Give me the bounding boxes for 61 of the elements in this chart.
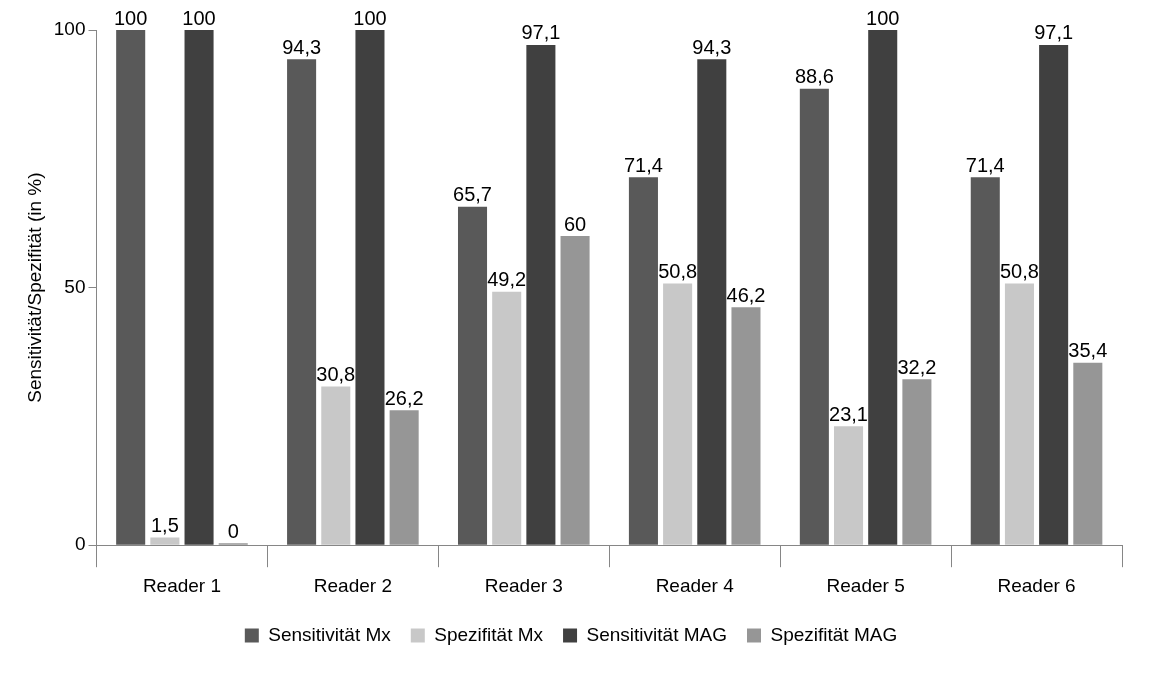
bar — [526, 44, 556, 545]
bar — [868, 30, 898, 545]
x-tick-label: Reader 3 — [484, 574, 563, 596]
data-label: 94,3 — [282, 35, 322, 58]
data-label: 1,5 — [150, 513, 179, 536]
x-tick-label: Reader 6 — [997, 574, 1076, 596]
data-label: 23,1 — [829, 402, 868, 425]
data-label: 100 — [114, 6, 148, 29]
legend-label: Sensitivität MAG — [586, 623, 727, 645]
data-label: 97,1 — [1034, 21, 1074, 44]
data-label: 100 — [182, 6, 216, 29]
data-label: 50,8 — [999, 259, 1039, 282]
x-tick-label: Reader 2 — [313, 574, 392, 596]
y-tick-label: 100 — [53, 18, 86, 40]
bar — [697, 59, 727, 545]
data-label: 30,8 — [316, 363, 356, 386]
data-label: 46,2 — [726, 283, 766, 306]
bar — [902, 379, 932, 545]
bar — [834, 426, 864, 545]
x-tick-label: Reader 1 — [142, 574, 222, 596]
data-label: 60 — [563, 212, 587, 235]
bar — [799, 88, 829, 545]
bar — [970, 177, 1000, 545]
bar — [116, 30, 146, 545]
data-label: 97,1 — [521, 21, 561, 44]
data-label: 88,6 — [794, 65, 834, 88]
bar — [492, 291, 522, 545]
data-label: 26,2 — [384, 386, 424, 409]
bar — [184, 30, 214, 545]
data-label: 71,4 — [965, 153, 1005, 176]
data-label: 71,4 — [623, 153, 663, 176]
legend-label: Spezifität MAG — [770, 623, 898, 645]
bar — [1039, 44, 1069, 545]
data-label: 32,2 — [897, 355, 937, 378]
bar — [457, 206, 488, 545]
bar — [663, 283, 693, 545]
bar — [355, 30, 385, 545]
data-label: 100 — [866, 6, 900, 29]
data-label: 100 — [353, 6, 387, 29]
bar — [731, 307, 761, 545]
data-label: 35,4 — [1068, 339, 1108, 362]
bar — [287, 59, 317, 545]
x-tick-label: Reader 4 — [655, 574, 735, 596]
y-tick-label: 50 — [64, 275, 86, 297]
bar — [1073, 362, 1103, 545]
bar — [628, 177, 658, 545]
bar — [321, 386, 351, 545]
bar — [1004, 283, 1034, 545]
data-label: 94,3 — [692, 35, 732, 58]
y-tick-label: 0 — [74, 533, 86, 555]
data-label: 50,8 — [658, 259, 698, 282]
x-tick-label: Reader 5 — [826, 574, 905, 596]
data-label: 49,2 — [487, 268, 527, 291]
data-label: 0 — [227, 519, 239, 542]
bar — [150, 537, 180, 545]
y-axis-title: Sensitivität/Spezifität (in %) — [23, 172, 45, 403]
bar — [560, 236, 590, 545]
legend-label: Sensitivität Mx — [268, 623, 392, 645]
legend-label: Spezifität Mx — [434, 623, 544, 645]
data-label: 65,7 — [453, 183, 492, 206]
bar — [389, 410, 419, 545]
